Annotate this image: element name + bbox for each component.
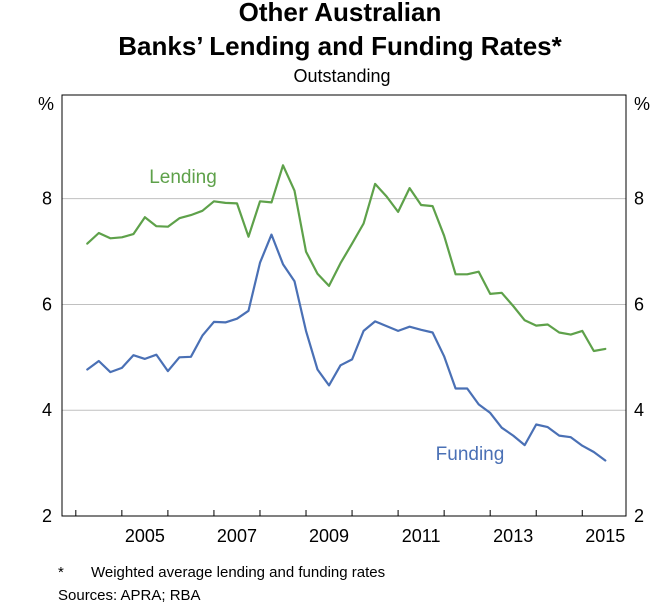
series-line-lending <box>86 164 607 353</box>
x-tick-label-2015: 2015 <box>585 526 625 546</box>
chart-title-line-1: Other Australian <box>239 0 442 27</box>
y-axis-unit-right: % <box>634 94 650 114</box>
grid-lines <box>62 198 626 411</box>
y-tick-label-right-6: 6 <box>634 294 644 314</box>
x-tick-label-2011: 2011 <box>402 526 441 546</box>
x-axis: 2005 2007 2009 2011 2013 2015 <box>75 510 625 546</box>
y-tick-label-left-4: 4 <box>42 400 52 420</box>
series-line-funding <box>86 233 607 462</box>
series-label-lending: Lending <box>149 167 217 188</box>
x-tick-label-2005: 2005 <box>125 526 165 546</box>
series-label-funding: Funding <box>436 444 505 465</box>
series-lines <box>86 164 607 462</box>
y-tick-label-left-2: 2 <box>42 506 52 526</box>
plot-area-frame <box>61 94 627 517</box>
sources-note: Sources: APRA; RBA <box>58 587 201 604</box>
footnote-marker: * <box>58 564 64 581</box>
chart-title-line-2: Banks’ Lending and Funding Rates* <box>118 31 562 61</box>
y-axis-right: 2 4 6 8 <box>634 189 644 526</box>
footnote-text: Weighted average lending and funding rat… <box>91 564 385 581</box>
x-tick-label-2007: 2007 <box>217 526 257 546</box>
y-tick-label-right-8: 8 <box>634 189 644 209</box>
y-tick-label-left-8: 8 <box>42 189 52 209</box>
chart-subtitle: Outstanding <box>293 66 390 86</box>
x-tick-label-2009: 2009 <box>309 526 349 546</box>
x-tick-label-2013: 2013 <box>493 526 533 546</box>
y-axis-unit-left: % <box>38 94 54 114</box>
y-tick-label-left-6: 6 <box>42 294 52 314</box>
y-tick-label-right-2: 2 <box>634 506 644 526</box>
y-tick-label-right-4: 4 <box>634 400 644 420</box>
y-axis-left: 2 4 6 8 <box>42 189 52 526</box>
